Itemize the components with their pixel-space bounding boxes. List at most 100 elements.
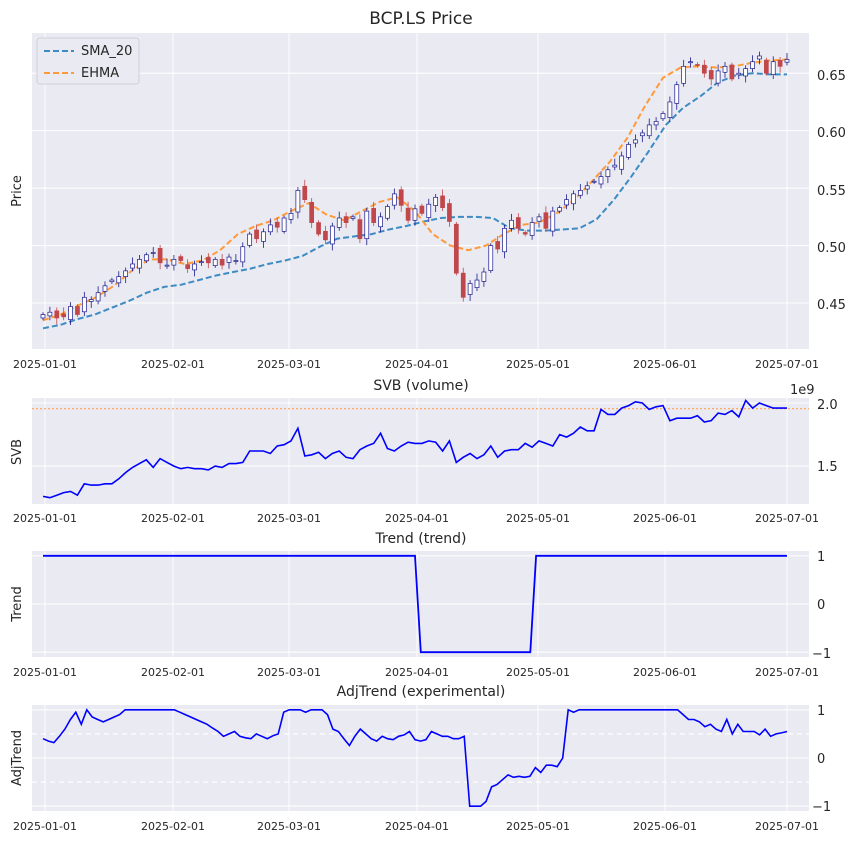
price-candle-body [522, 232, 528, 235]
price-plot-area [32, 33, 809, 349]
price-candle-body [205, 257, 211, 264]
price-candle-body [426, 203, 432, 218]
price-candle-body [343, 216, 349, 223]
price-candle-body [681, 65, 687, 84]
price-candle-body [95, 292, 101, 302]
price-candle-body [226, 256, 232, 263]
price-candle-body [116, 276, 122, 284]
price-candle-body [316, 222, 321, 235]
price-xtick: 2025-06-01 [633, 358, 697, 371]
trend-line-layer [43, 554, 787, 654]
price-candle-body [199, 261, 204, 264]
price-candle-body [75, 306, 80, 315]
price-candle-body [295, 190, 301, 213]
price-candle-body [529, 222, 535, 236]
price-candle-body [667, 101, 673, 118]
trend-ytick: 0 [817, 598, 825, 613]
price-candle-body [750, 61, 755, 69]
svb-ytick: 1.5 [817, 460, 838, 475]
svb-xtick: 2025-04-01 [385, 512, 449, 525]
adjtrend-xtick: 2025-07-01 [755, 820, 819, 833]
price-gridlines [32, 33, 809, 349]
price-candle-body [88, 299, 94, 302]
price-candle-body [364, 210, 370, 240]
price-candle-body [130, 263, 135, 269]
price-candle-body [467, 283, 473, 295]
price-candle-body [543, 212, 549, 229]
price-candle-body [633, 139, 638, 144]
price-candle-body [178, 256, 184, 261]
price-candle-body [81, 296, 87, 313]
price-candle-body [385, 206, 390, 219]
price-candle-body [584, 185, 590, 190]
price-candle-body [109, 279, 115, 283]
price-candle-body [212, 259, 218, 266]
legend-sma-label: SMA_20 [81, 44, 132, 59]
price-candle-body [770, 61, 776, 75]
price-candle-body [357, 219, 363, 240]
price-candle-body [267, 224, 273, 233]
price-candle-body [261, 231, 266, 242]
trend-line [43, 554, 787, 654]
price-candle-body [639, 132, 645, 137]
price-candle-body [185, 264, 191, 269]
price-candle-body [123, 270, 129, 277]
price-yticks: 0.45 0.50 0.55 0.60 0.65 [817, 69, 846, 313]
trend-xtick: 2025-02-01 [141, 666, 205, 679]
price-candle-body [536, 216, 542, 222]
adjtrend-xtick: 2025-04-01 [385, 820, 449, 833]
price-candle-body [564, 199, 569, 206]
price-candle-body [598, 176, 604, 185]
price-candle-body [433, 196, 439, 206]
price-candle-body [763, 59, 769, 74]
price-candle-body [488, 245, 494, 271]
price-candle-body [157, 247, 163, 264]
price-candle-body [619, 155, 625, 170]
adjtrend-ytick: 1 [817, 704, 825, 719]
price-candle-body [736, 72, 742, 76]
price-candle-body [233, 260, 239, 262]
price-xtick: 2025-03-01 [257, 358, 321, 371]
adjtrend-title: AdjTrend (experimental) [337, 684, 506, 700]
price-candle-body [605, 169, 611, 177]
price-candle-body [391, 193, 397, 206]
price-candle-body [447, 203, 452, 222]
price-candle-body [412, 208, 418, 221]
price-candle-body [708, 70, 714, 80]
price-candle-body [254, 229, 259, 240]
adjtrend-ytick: −1 [812, 800, 831, 815]
trend-xtick: 2025-01-01 [13, 666, 77, 679]
svb-xticks: 2025-01-01 2025-02-01 2025-03-01 2025-04… [13, 512, 819, 525]
svb-xtick: 2025-05-01 [506, 512, 570, 525]
svb-ytick: 2.0 [817, 398, 838, 413]
price-candle-body [171, 259, 177, 266]
trend-ytick: −1 [812, 647, 831, 662]
trend-panel: Trend (trend) Trend 1 0 −1 2025-01-01 20… [10, 531, 831, 679]
price-candle-body [515, 217, 521, 229]
price-candle-body [591, 180, 597, 183]
price-ytick: 0.50 [817, 241, 846, 256]
adjtrend-xticks: 2025-01-01 2025-02-01 2025-03-01 2025-04… [13, 820, 819, 833]
adjtrend-xtick: 2025-03-01 [257, 820, 321, 833]
svb-xtick: 2025-01-01 [13, 512, 77, 525]
price-candle-body [777, 59, 783, 67]
price-candle-body [371, 208, 377, 223]
price-candle-body [378, 216, 383, 228]
svb-xtick: 2025-03-01 [257, 512, 321, 525]
price-candle-body [743, 68, 749, 77]
price-candle-body [137, 259, 142, 269]
price-candle-body [281, 217, 287, 232]
trend-ytick: 1 [817, 550, 825, 565]
price-candle-body [247, 233, 253, 246]
price-legend: SMA_20 EHMA [36, 37, 140, 85]
price-xtick: 2025-01-01 [13, 358, 77, 371]
price-xtick: 2025-07-01 [755, 358, 819, 371]
price-candle-body [660, 113, 666, 120]
svb-line [42, 399, 787, 499]
price-candle-body [757, 55, 762, 60]
price-candles [40, 51, 790, 325]
price-candle-body [54, 310, 60, 319]
price-candle-body [68, 306, 73, 320]
price-candle-body [481, 271, 487, 282]
